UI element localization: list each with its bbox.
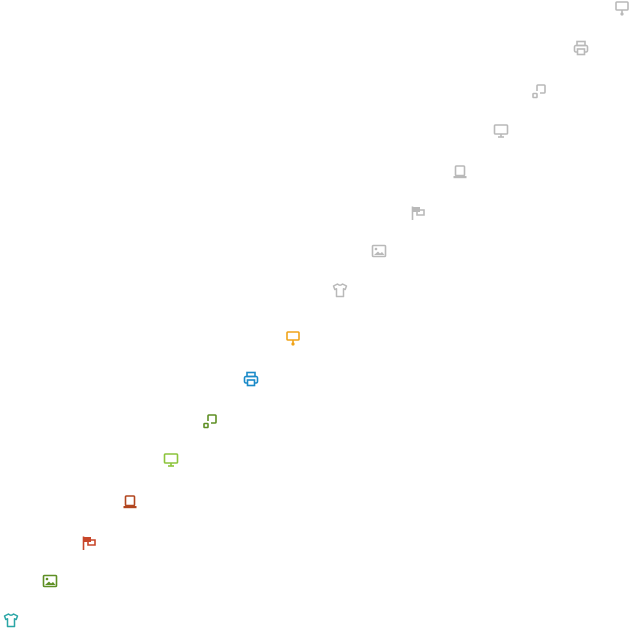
laptop-icon [451, 163, 469, 181]
laptop-icon [121, 493, 139, 511]
resize-icon [530, 82, 548, 100]
shirt-icon [331, 281, 349, 299]
resize-icon [201, 412, 219, 430]
image-icon [370, 242, 388, 260]
monitor-icon [162, 451, 180, 469]
flag-icon [80, 534, 98, 552]
monitor-icon [492, 122, 510, 140]
printer-icon [572, 39, 590, 57]
image-icon [41, 572, 59, 590]
flag-icon [409, 204, 427, 222]
shirt-icon [2, 611, 20, 629]
presentation-icon [613, 0, 630, 17]
presentation-icon [284, 329, 302, 347]
printer-icon [242, 370, 260, 388]
